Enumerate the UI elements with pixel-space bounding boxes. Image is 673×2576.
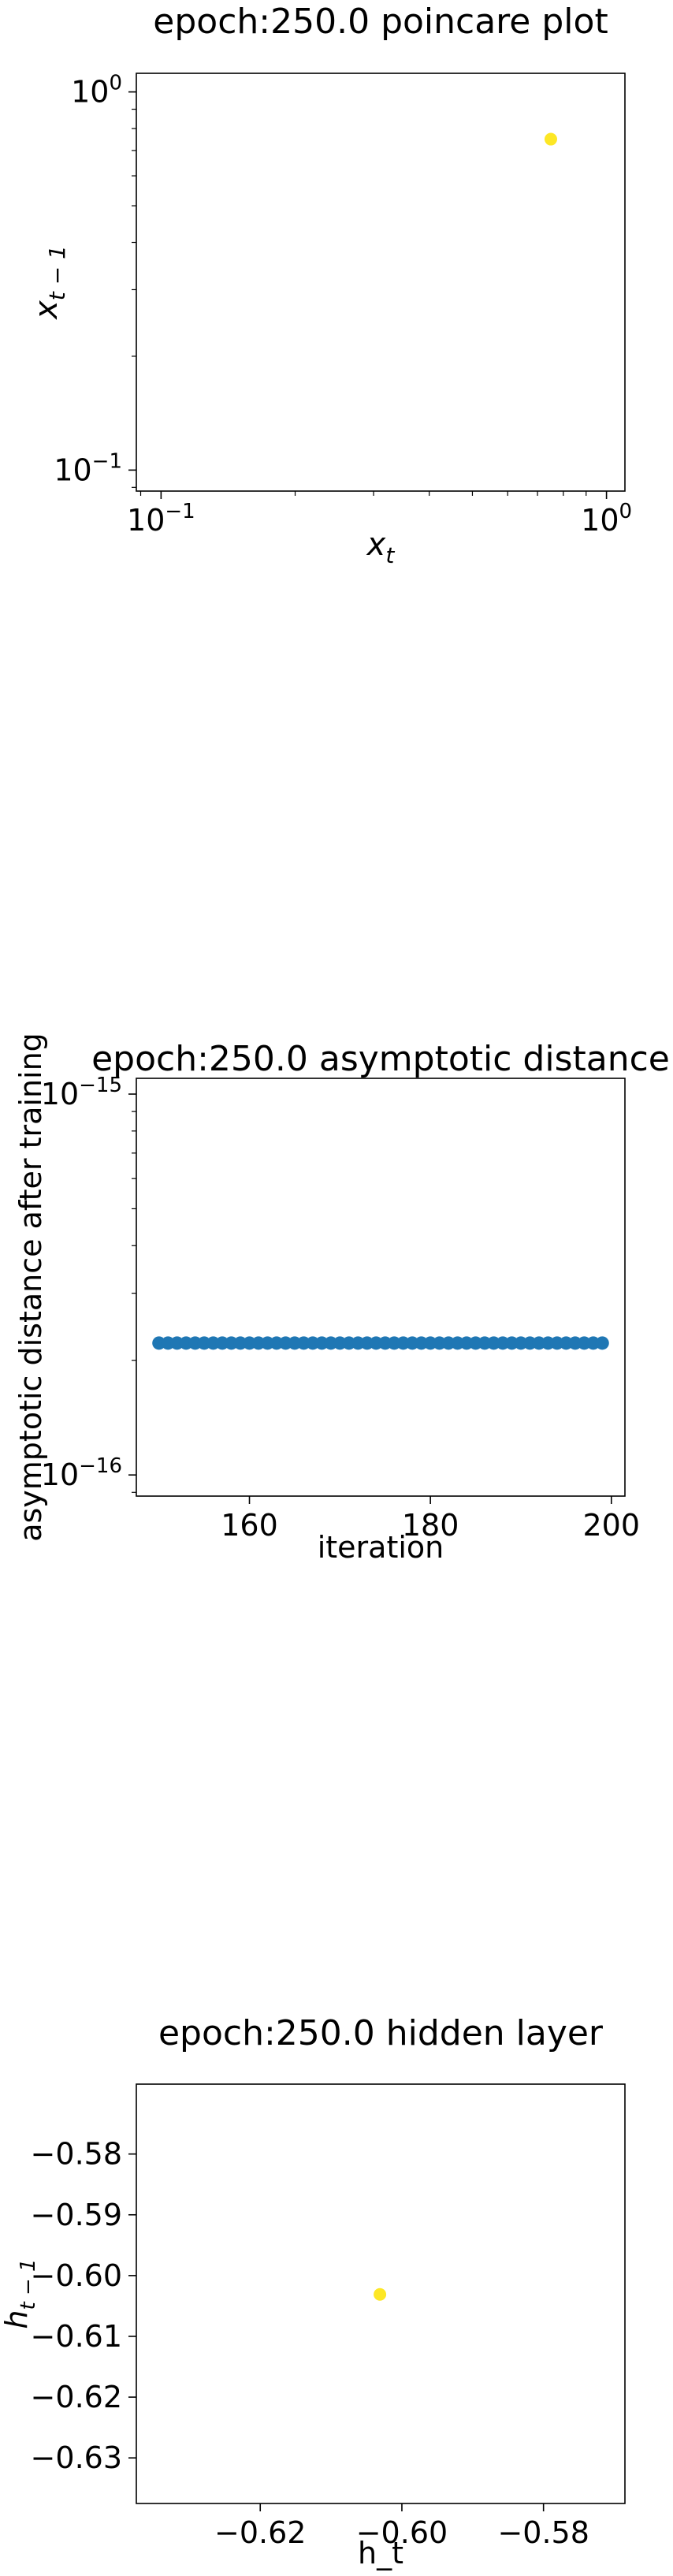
y-tick-label: 10−15 <box>41 1074 122 1111</box>
poincare-points <box>544 132 557 146</box>
hidden-points <box>374 2288 387 2301</box>
x-tick-label: 100 <box>581 500 632 538</box>
hidden-y-label: ht − 1 <box>0 2258 40 2328</box>
x-tick-label: −0.58 <box>497 2515 589 2550</box>
asymptotic-x-ticks: 160 180 200 <box>221 1496 640 1543</box>
asymptotic-title: epoch:250.0 asymptotic distance <box>91 1039 670 1079</box>
data-point <box>544 132 557 146</box>
y-tick-label: −0.58 <box>31 2137 122 2172</box>
poincare-x-label: xt <box>366 527 396 568</box>
asymptotic-distance-panel: epoch:250.0 asymptotic distance 10−1610−… <box>13 1033 670 1565</box>
y-tick-label: −0.62 <box>31 2380 122 2414</box>
asymptotic-y-ticks: 10−16 10−15 <box>41 1074 136 1493</box>
x-tick-label: −0.62 <box>214 2515 306 2550</box>
asymptotic-x-label: iteration <box>318 1530 444 1565</box>
y-tick-label: −0.61 <box>31 2319 122 2354</box>
y-tick-label: −0.63 <box>31 2440 122 2475</box>
poincare-y-ticks: 10−1 100 <box>54 72 136 488</box>
data-point <box>374 2288 387 2301</box>
poincare-axes-frame <box>136 73 626 492</box>
x-tick-label: 10−1 <box>127 500 195 538</box>
asymptotic-y-label: asymptotic distance after training <box>13 1033 48 1542</box>
hidden-y-ticks: −0.63 −0.62 −0.61 −0.60 −0.59 −0.58 <box>31 2137 136 2475</box>
y-tick-label: 10−16 <box>41 1454 122 1492</box>
y-tick-label: 100 <box>71 72 122 110</box>
hidden-layer-panel: epoch:250.0 hidden layer −0.63 −0.62 −0.61… <box>0 2013 626 2570</box>
y-tick-label: −0.59 <box>31 2198 122 2232</box>
hidden-x-label: h_t <box>358 2536 403 2570</box>
x-tick-label: −0.60 <box>356 2515 448 2550</box>
hidden-x-ticks: −0.62 −0.60 −0.58 <box>214 2503 589 2550</box>
data-point <box>595 1336 609 1350</box>
y-tick-label: 10−1 <box>54 449 122 487</box>
x-tick-label: 180 <box>402 1508 459 1543</box>
poincare-y-label: xt − 1 <box>28 245 70 321</box>
poincare-x-ticks: 10−1 100 <box>127 491 632 538</box>
hidden-title: epoch:250.0 hidden layer <box>158 2013 604 2053</box>
asymptotic-points <box>152 1336 609 1350</box>
y-tick-label: −0.60 <box>31 2258 122 2293</box>
poincare-title: epoch:250.0 poincare plot <box>153 2 608 42</box>
asymptotic-axes-frame <box>136 1078 626 1497</box>
x-tick-label: 200 <box>583 1508 641 1543</box>
x-tick-label: 160 <box>221 1508 278 1543</box>
